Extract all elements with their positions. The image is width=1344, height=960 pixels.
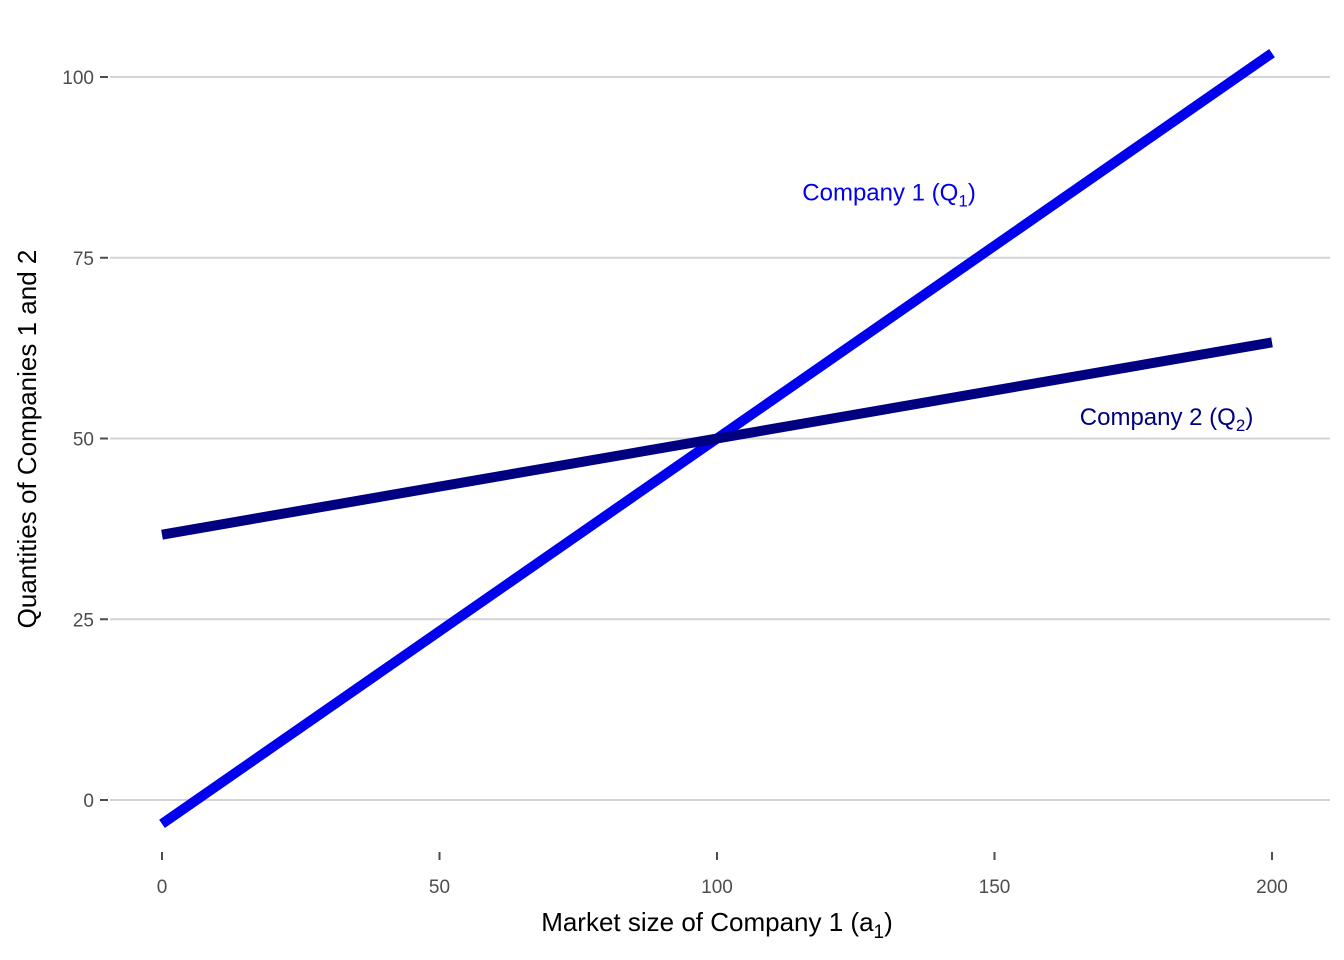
- y-tick-label-25: 25: [73, 610, 94, 631]
- y-tick-label-75: 75: [73, 249, 94, 270]
- x-tick-label-150: 150: [979, 877, 1011, 898]
- y-axis: 0 25 50 75 100: [62, 68, 108, 812]
- series-labels: Company 1 (Q1) Company 2 (Q2): [802, 180, 1253, 435]
- series-line-company2: [161, 337, 1273, 540]
- y-tick-label-100: 100: [62, 68, 94, 89]
- series-lines: [159, 49, 1275, 828]
- y-tick-label-0: 0: [83, 791, 94, 812]
- x-axis: 0 50 100 150 200: [157, 852, 1288, 898]
- x-tick-label-50: 50: [429, 877, 450, 898]
- y-axis-title: Quantities of Companies 1 and 2: [12, 250, 42, 629]
- x-tick-label-100: 100: [701, 877, 733, 898]
- x-axis-title: Market size of Company 1 (a1): [541, 907, 893, 943]
- x-tick-label-200: 200: [1256, 877, 1288, 898]
- series-label-company1: Company 1 (Q1): [802, 180, 976, 211]
- series-label-company2: Company 2 (Q2): [1080, 404, 1254, 435]
- x-tick-label-0: 0: [157, 877, 168, 898]
- y-tick-label-50: 50: [73, 430, 94, 451]
